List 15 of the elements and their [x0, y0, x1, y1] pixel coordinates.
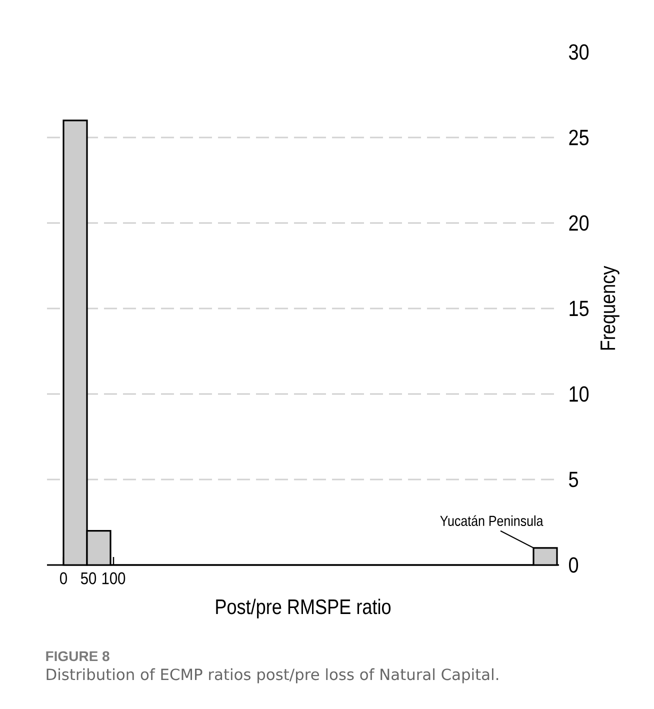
- x-tick-label: 50: [80, 572, 96, 584]
- x-tick-label: 0: [60, 572, 67, 584]
- y-axis-title: Frequency: [600, 266, 620, 350]
- y-tick-label: 5: [569, 472, 578, 488]
- y-tick-label: 20: [569, 215, 589, 231]
- x-axis-title: Post/pre RMSPE ratio: [216, 598, 391, 618]
- caption: FIGURE 8: [46, 651, 110, 662]
- y-tick-label: 30: [568, 44, 589, 60]
- annotation: Yucatán Peninsula: [440, 515, 544, 526]
- y-tick-label: 0: [569, 557, 578, 573]
- text: Distribution of ECMP ratios post/pre loss of Natural Capital.: [46, 668, 498, 684]
- y-tick-label: 25: [569, 130, 589, 146]
- y-tick-label: 10: [570, 386, 589, 402]
- x-tick-label: 100: [102, 572, 126, 584]
- y-tick-label: 15: [570, 300, 589, 316]
